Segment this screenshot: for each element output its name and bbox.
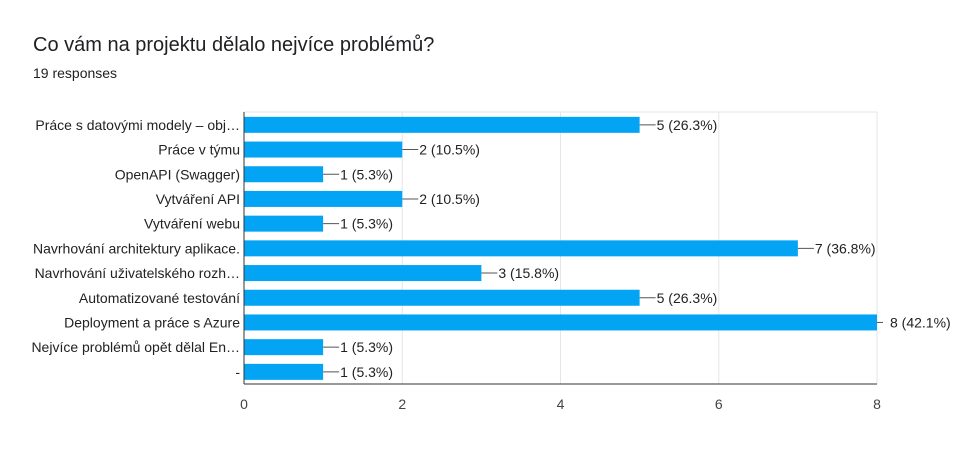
- x-tick-label-6: 6: [715, 396, 723, 412]
- data-label-10: 1 (5.3%): [340, 364, 393, 380]
- data-label-1: 2 (10.5%): [419, 142, 480, 158]
- category-label-7: Automatizované testování: [79, 290, 240, 306]
- bar-2: [244, 166, 324, 183]
- data-label-6: 3 (15.8%): [498, 265, 559, 281]
- axes: [243, 112, 877, 385]
- category-label-5: Navrhování architektury aplikace.: [33, 240, 240, 256]
- data-label-7: 5 (26.3%): [657, 290, 718, 306]
- category-label-6: Navrhování uživatelského rozh…: [35, 265, 240, 281]
- bar-6: [244, 265, 482, 282]
- data-label-9: 1 (5.3%): [340, 339, 393, 355]
- x-tick-label-8: 8: [873, 396, 881, 412]
- bar-5: [244, 240, 798, 257]
- x-tick-label-0: 0: [240, 396, 248, 412]
- chart-title: Co vám na projektu dělalo nejvíce problé…: [33, 34, 435, 56]
- data-label-8: 8 (42.1%): [890, 314, 951, 330]
- bar-8: [244, 314, 877, 331]
- x-tick-label-4: 4: [557, 396, 565, 412]
- category-label-10: -: [235, 364, 240, 380]
- category-label-0: Práce s datovými modely – obj…: [35, 117, 240, 133]
- labels: 0 2 4 6 8 5 (26.3%) Práce s datovými modely – …: [31, 117, 950, 412]
- bar-0: [244, 116, 640, 133]
- data-label-3: 2 (10.5%): [419, 191, 480, 207]
- category-label-4: Vytváření webu: [144, 216, 240, 232]
- category-label-2: OpenAPI (Swagger): [115, 166, 240, 182]
- data-label-5: 7 (36.8%): [815, 240, 876, 256]
- category-label-8: Deployment a práce s Azure: [64, 314, 240, 330]
- bar-4: [244, 215, 324, 232]
- x-tick-label-2: 2: [398, 396, 406, 412]
- category-label-9: Nejvíce problémů opět dělal En…: [31, 339, 240, 355]
- bar-9: [244, 339, 324, 356]
- bar-10: [244, 363, 324, 380]
- data-label-4: 1 (5.3%): [340, 216, 393, 232]
- bar-1: [244, 141, 403, 158]
- category-label-3: Vytváření API: [156, 191, 240, 207]
- category-label-1: Práce v týmu: [158, 142, 240, 158]
- data-label-0: 5 (26.3%): [657, 117, 718, 133]
- data-label-2: 1 (5.3%): [340, 166, 393, 182]
- responses-count: 19 responses: [33, 65, 118, 81]
- bars: [244, 116, 877, 380]
- bar-7: [244, 289, 640, 306]
- bar-3: [244, 190, 403, 207]
